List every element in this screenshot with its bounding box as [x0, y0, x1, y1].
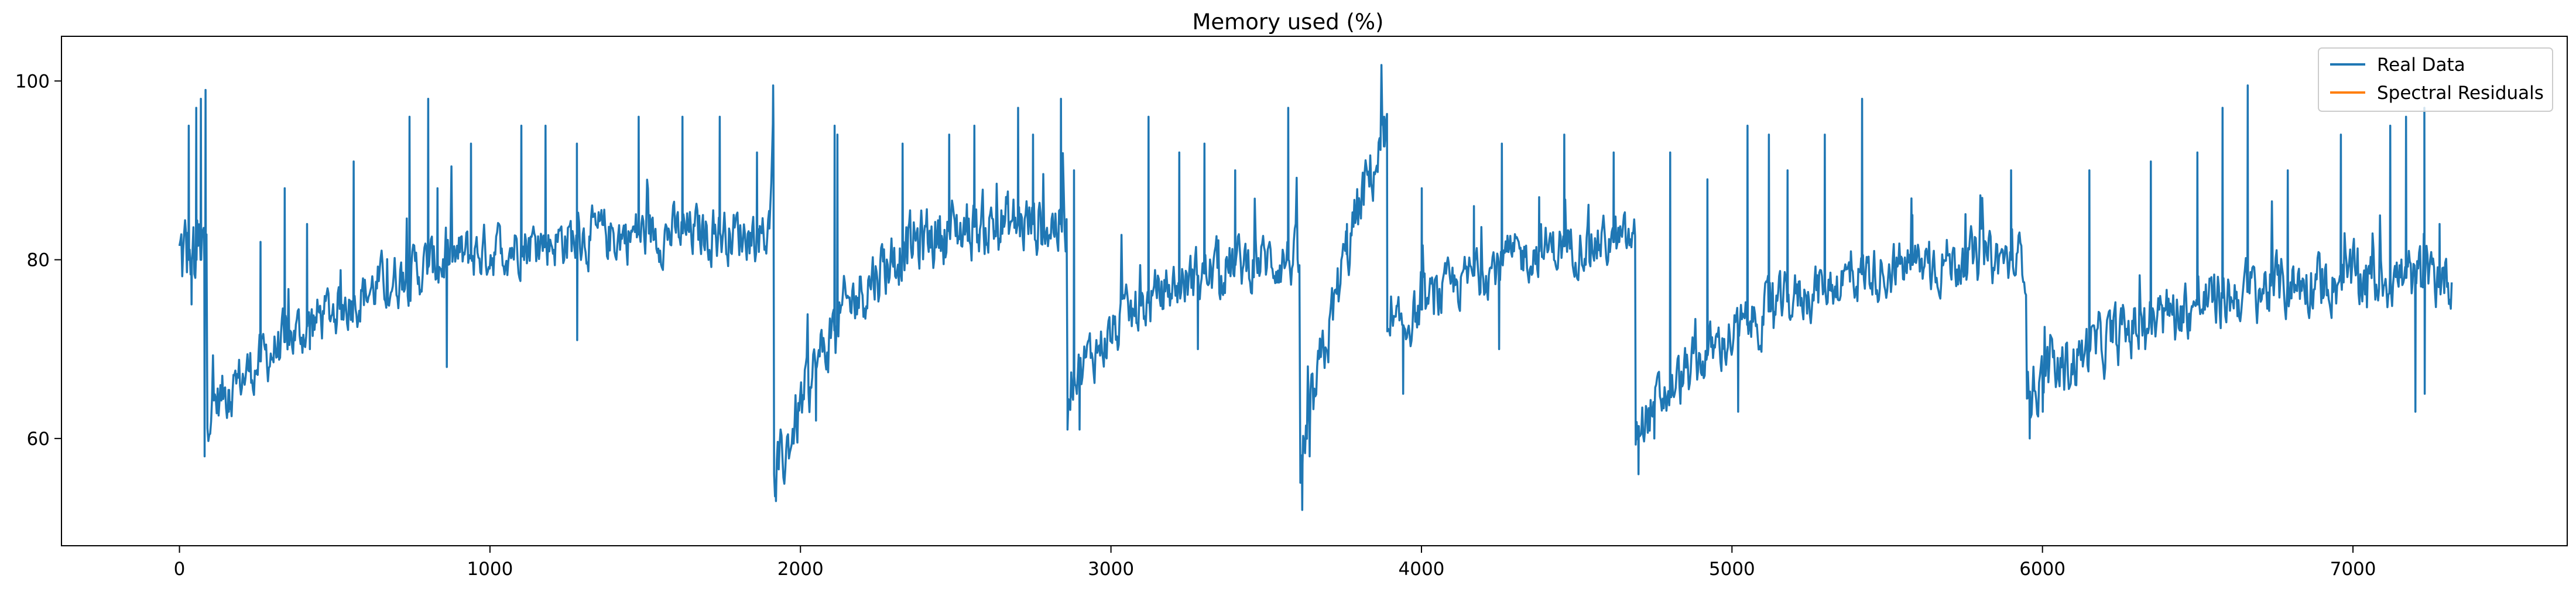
- y-tick-label: 100: [15, 71, 50, 92]
- x-tick-label: 4000: [1399, 559, 1445, 580]
- y-axis: 60 80 100: [15, 71, 61, 450]
- y-tick-label: 80: [27, 250, 50, 271]
- x-axis: 0 1000 2000 3000 4000 5000 6000 7000: [174, 546, 2376, 580]
- legend-box: [2318, 47, 2553, 112]
- x-tick-label: 3000: [1088, 559, 1134, 580]
- chart-title: Memory used (%): [1192, 9, 1383, 35]
- x-tick-label: 7000: [2330, 559, 2376, 580]
- series-layer: [178, 64, 2453, 511]
- plot-area: [61, 36, 2568, 546]
- legend-label-spectral-residuals: Spectral Residuals: [2377, 83, 2544, 104]
- legend-label-real-data: Real Data: [2377, 54, 2465, 76]
- y-tick-label: 60: [27, 429, 50, 450]
- x-tick-label: 5000: [1709, 559, 1755, 580]
- x-tick-label: 1000: [467, 559, 513, 580]
- x-tick-label: 6000: [2019, 559, 2065, 580]
- series-line-real-data: [178, 64, 2453, 511]
- legend: Real Data Spectral Residuals: [2318, 47, 2553, 112]
- x-tick-label: 2000: [777, 559, 824, 580]
- x-tick-label: 0: [174, 559, 186, 580]
